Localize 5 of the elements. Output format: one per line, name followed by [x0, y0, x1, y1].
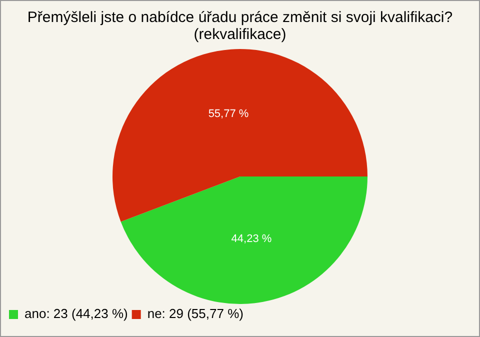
legend-label: ne: 29 (55,77 %) — [147, 306, 244, 322]
data-label: 55,77 % — [208, 108, 249, 120]
chart-title: Přemýšleli jste o nabídce úřadu práce změnit si svoji kvalifikaci? (rekvalifikace) — [26, 9, 454, 45]
data-label: 44,23 % — [231, 233, 272, 246]
legend-label: ano: 23 (44,23 %) — [24, 306, 128, 322]
